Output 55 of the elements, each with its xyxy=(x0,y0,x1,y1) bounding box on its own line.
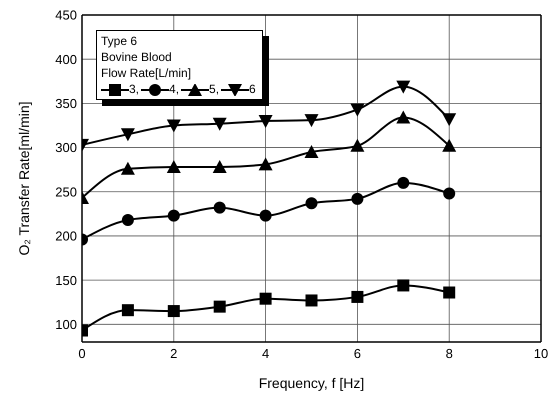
point xyxy=(443,188,456,200)
x-tick-label: 0 xyxy=(78,346,86,362)
y-tick-label: 100 xyxy=(55,316,77,332)
point xyxy=(122,214,134,226)
point xyxy=(443,286,456,299)
point xyxy=(212,118,227,131)
point xyxy=(351,290,364,303)
x-tick-label: 8 xyxy=(446,346,453,362)
point xyxy=(120,162,135,175)
point xyxy=(396,110,410,124)
y-tick-label: 150 xyxy=(55,272,77,288)
annotation: Bovine Blood xyxy=(101,49,173,65)
y-tick-label: 400 xyxy=(55,52,77,67)
point xyxy=(214,300,226,313)
y-tick-label: 450 xyxy=(55,8,77,23)
point xyxy=(214,202,226,214)
y-tick-label: 350 xyxy=(55,96,77,111)
point xyxy=(396,80,410,94)
point xyxy=(120,128,135,142)
point xyxy=(351,192,364,205)
point xyxy=(168,210,180,222)
point xyxy=(304,114,318,128)
point xyxy=(306,294,318,306)
y-tick-label: 250 xyxy=(55,184,77,200)
point xyxy=(306,197,318,210)
x-tick-label: 2 xyxy=(170,346,178,362)
point xyxy=(350,104,364,117)
point xyxy=(166,160,181,174)
legend-label: 6 xyxy=(249,82,256,96)
point xyxy=(166,119,181,132)
point xyxy=(397,176,410,189)
point xyxy=(212,160,227,174)
point xyxy=(350,138,364,152)
legend-label: 5, xyxy=(209,82,220,96)
legend-label: 3, xyxy=(129,82,140,96)
point xyxy=(260,210,272,222)
point xyxy=(397,279,410,292)
y-axis-title: O₂ Transfer Rate[ml/min] xyxy=(16,101,32,256)
legend-title: Flow Rate[L/min] xyxy=(101,65,192,81)
x-axis-title: Frequency, f [Hz] xyxy=(258,375,364,391)
x-tick-label: 6 xyxy=(354,346,362,362)
annotation: Type 6 xyxy=(101,33,138,49)
legend-label: 4, xyxy=(169,82,180,96)
point xyxy=(122,304,134,316)
point xyxy=(260,292,272,305)
x-tick-label: 10 xyxy=(534,346,548,362)
y-tick-label: 300 xyxy=(55,140,77,156)
x-tick-label: 4 xyxy=(262,346,270,362)
point xyxy=(258,115,273,128)
point xyxy=(442,113,456,126)
point xyxy=(304,144,318,158)
point xyxy=(442,138,456,152)
y-tick-label: 200 xyxy=(55,228,77,244)
point xyxy=(258,157,273,170)
point xyxy=(168,305,180,318)
